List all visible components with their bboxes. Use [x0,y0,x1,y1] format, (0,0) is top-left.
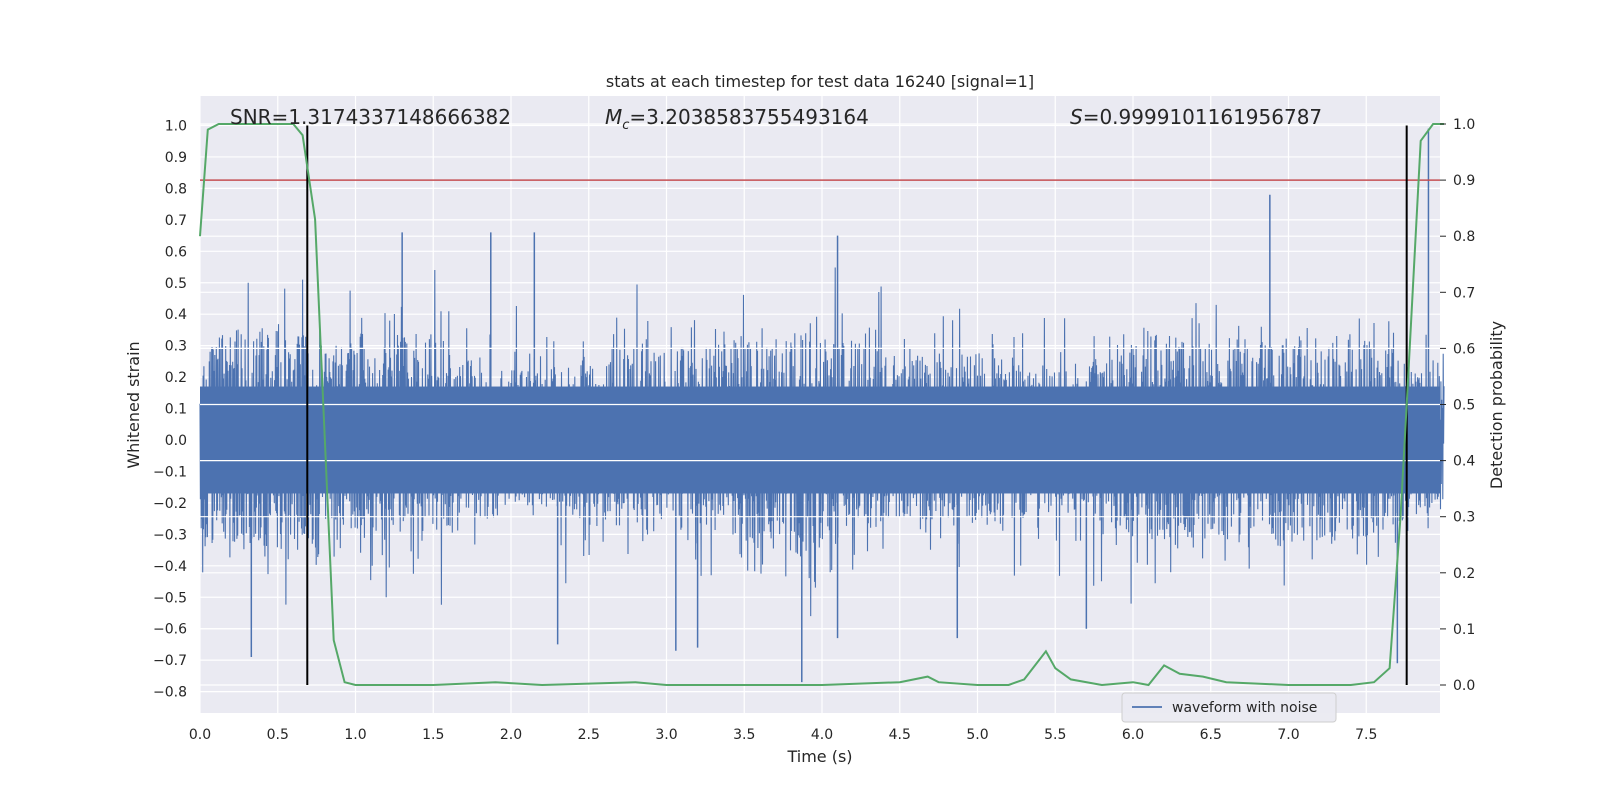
y-left-tick-label: −0.5 [153,590,187,606]
y-left-tick-label: 0.3 [165,339,187,355]
y-right-tick-label: 0.9 [1453,173,1475,189]
y-right-tick-label: 0.2 [1453,566,1475,582]
y-left-tick-label: 0.1 [165,402,187,418]
y-left-tick-label: −0.2 [153,496,187,512]
x-tick-label: 0.5 [267,727,289,743]
y-right-tick-label: 0.3 [1453,510,1475,526]
y-left-tick-label: 0.4 [165,307,187,323]
s-symbol: S [1070,105,1083,129]
mc-value: =3.2038583755493164 [629,105,868,129]
y-right-tick-label: 0.7 [1453,285,1475,301]
s-value: =0.9999101161956787 [1083,105,1322,129]
y-right-tick-label: 0.6 [1453,341,1475,357]
x-tick-label: 5.0 [966,727,988,743]
y-left-tick-label: −0.7 [153,653,187,669]
y-left-tick-label: −0.4 [153,559,187,575]
x-tick-label: 0.0 [189,727,211,743]
x-tick-label: 6.0 [1122,727,1144,743]
y-left-tick-label: 0.6 [165,244,187,260]
x-tick-label: 7.0 [1277,727,1299,743]
x-tick-label: 7.5 [1355,727,1377,743]
snr-prefix: SNR= [230,105,288,129]
waveform-core-band [200,386,1440,494]
mc-subscript: c [622,118,629,133]
snr-annotation: SNR=1.3174337148666382 [230,105,511,129]
y-right-tick-label: 1.0 [1453,117,1475,133]
y-right-tick-label: 0.5 [1453,398,1475,414]
y-right-tick-label: 0.1 [1453,622,1475,638]
legend: waveform with noise [1121,692,1337,723]
legend-label: waveform with noise [1172,700,1317,716]
x-tick-label: 4.0 [811,727,833,743]
chirp-mass-annotation: Mc=3.2038583755493164 [605,105,869,133]
x-tick-label: 3.0 [655,727,677,743]
x-axis-label: Time (s) [786,747,852,766]
tick-labels: 0.0 0.5 1.0 1.5 2.0 2.5 3.0 3.5 4.0 4.5 5.0 5.5 6.0 6… [153,117,1475,743]
snr-value: 1.3174337148666382 [288,105,511,129]
y-right-tick-label: 0.0 [1453,678,1475,694]
y-right-tick-label: 0.4 [1453,454,1475,470]
y-left-tick-label: 0.7 [165,213,187,229]
x-tick-label: 3.5 [733,727,755,743]
y-left-tick-label: 0.0 [165,433,187,449]
y-left-tick-label: −0.6 [153,622,187,638]
y-left-tick-label: 0.9 [165,150,187,166]
legend-box [1121,692,1337,723]
x-tick-label: 1.5 [422,727,444,743]
y-left-tick-label: 0.5 [165,276,187,292]
overlay-lines [199,123,1444,687]
y-left-tick-label: 1.0 [165,119,187,135]
x-tick-label: 6.5 [1200,727,1222,743]
y-left-tick-label: −0.3 [153,527,187,543]
detection-probability-line [199,123,1444,687]
x-tick-label: 5.5 [1044,727,1066,743]
y-left-tick-label: 0.2 [165,370,187,386]
x-tick-label: 4.5 [889,727,911,743]
x-tick-label: 1.0 [344,727,366,743]
y-left-tick-label: −0.1 [153,464,187,480]
y-left-tick-label: 0.8 [165,181,187,197]
x-tick-label: 2.0 [500,727,522,743]
chart-title: stats at each timestep for test data 162… [606,72,1034,91]
mc-symbol: M [605,105,622,129]
y-right-tick-label: 0.8 [1453,229,1475,245]
y-axis-label-left: Whitened strain [124,341,143,468]
x-tick-label: 2.5 [578,727,600,743]
s-annotation: S=0.9999101161956787 [1070,105,1322,129]
y-axis-label-right: Detection probability [1487,321,1506,489]
y-left-tick-label: −0.8 [153,685,187,701]
